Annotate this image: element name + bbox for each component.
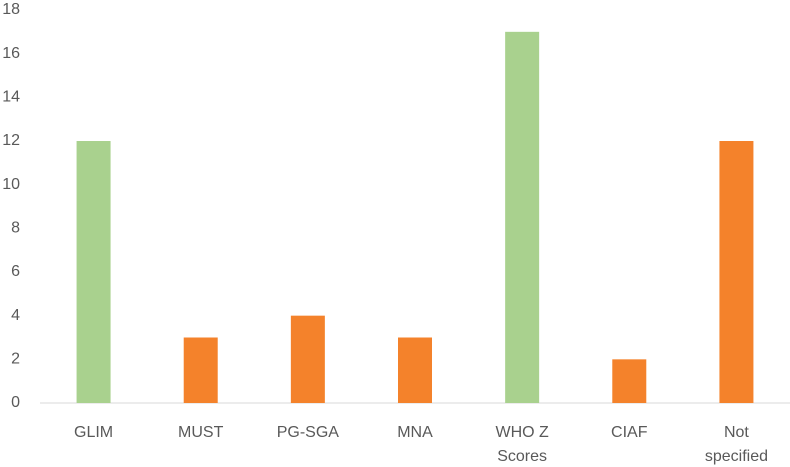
x-tick-label: CIAF (611, 424, 648, 441)
x-tick-label: MUST (178, 424, 224, 441)
x-tick-label: WHO Z Scores (495, 424, 549, 465)
x-tick-label: MNA (397, 424, 433, 441)
bar (398, 337, 432, 403)
y-tick-label: 18 (2, 1, 20, 18)
y-tick-label: 4 (11, 307, 20, 324)
x-tick-label: PG-SGA (277, 424, 340, 441)
y-tick-label: 8 (11, 220, 20, 237)
y-tick-label: 12 (2, 132, 20, 149)
y-tick-label: 16 (2, 45, 20, 62)
y-tick-label: 0 (11, 394, 20, 411)
bar (290, 315, 325, 403)
bar (505, 31, 540, 403)
bar (76, 141, 111, 403)
x-tick-label: Not specified (705, 424, 768, 465)
bar (612, 359, 647, 403)
bar (719, 141, 754, 403)
y-tick-label: 2 (11, 351, 20, 368)
bar (183, 337, 218, 403)
x-tick-label: GLIM (74, 424, 113, 441)
y-tick-label: 14 (2, 89, 20, 106)
y-tick-label: 6 (11, 263, 20, 280)
y-tick-label: 10 (2, 176, 20, 193)
